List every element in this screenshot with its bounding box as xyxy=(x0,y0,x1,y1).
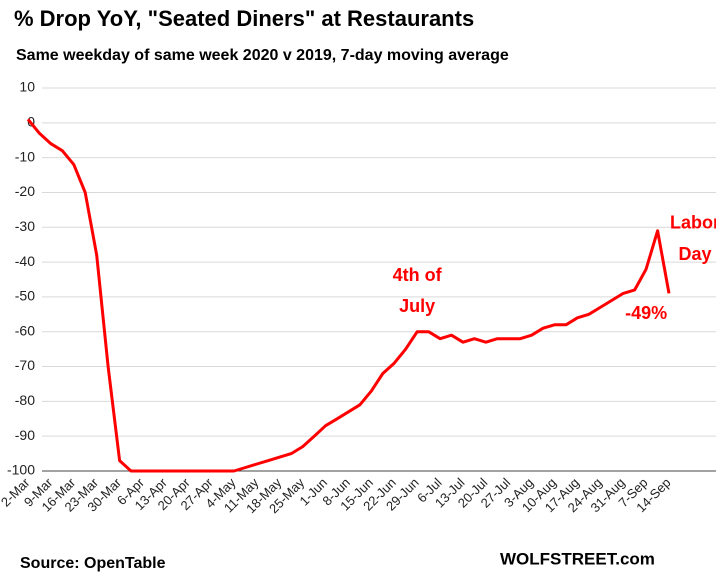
annotation: -49% xyxy=(625,303,667,323)
chart-subtitle: Same weekday of same week 2020 v 2019, 7… xyxy=(16,47,509,64)
y-tick-label: -40 xyxy=(15,253,35,269)
y-tick-label: -20 xyxy=(15,183,35,199)
y-tick-label: -30 xyxy=(15,218,35,234)
annotation: July xyxy=(399,296,435,316)
y-tick-label: -60 xyxy=(15,322,35,338)
y-tick-label: -70 xyxy=(15,357,35,373)
y-tick-label: -100 xyxy=(7,462,35,478)
watermark: WOLFSTREET.com xyxy=(500,549,655,568)
y-tick-label: 10 xyxy=(19,79,35,95)
source: Source: OpenTable xyxy=(20,555,166,572)
annotation: Labor xyxy=(670,213,716,233)
y-tick-label: -50 xyxy=(15,288,35,304)
annotation: 4th of xyxy=(393,265,443,285)
y-tick-label: -80 xyxy=(15,392,35,408)
chart-title: % Drop YoY, "Seated Diners" at Restauran… xyxy=(14,6,474,31)
line xyxy=(26,118,671,473)
annotation: Day xyxy=(678,244,711,264)
y-tick-label: -10 xyxy=(15,148,35,164)
y-tick-label: -90 xyxy=(15,427,35,443)
